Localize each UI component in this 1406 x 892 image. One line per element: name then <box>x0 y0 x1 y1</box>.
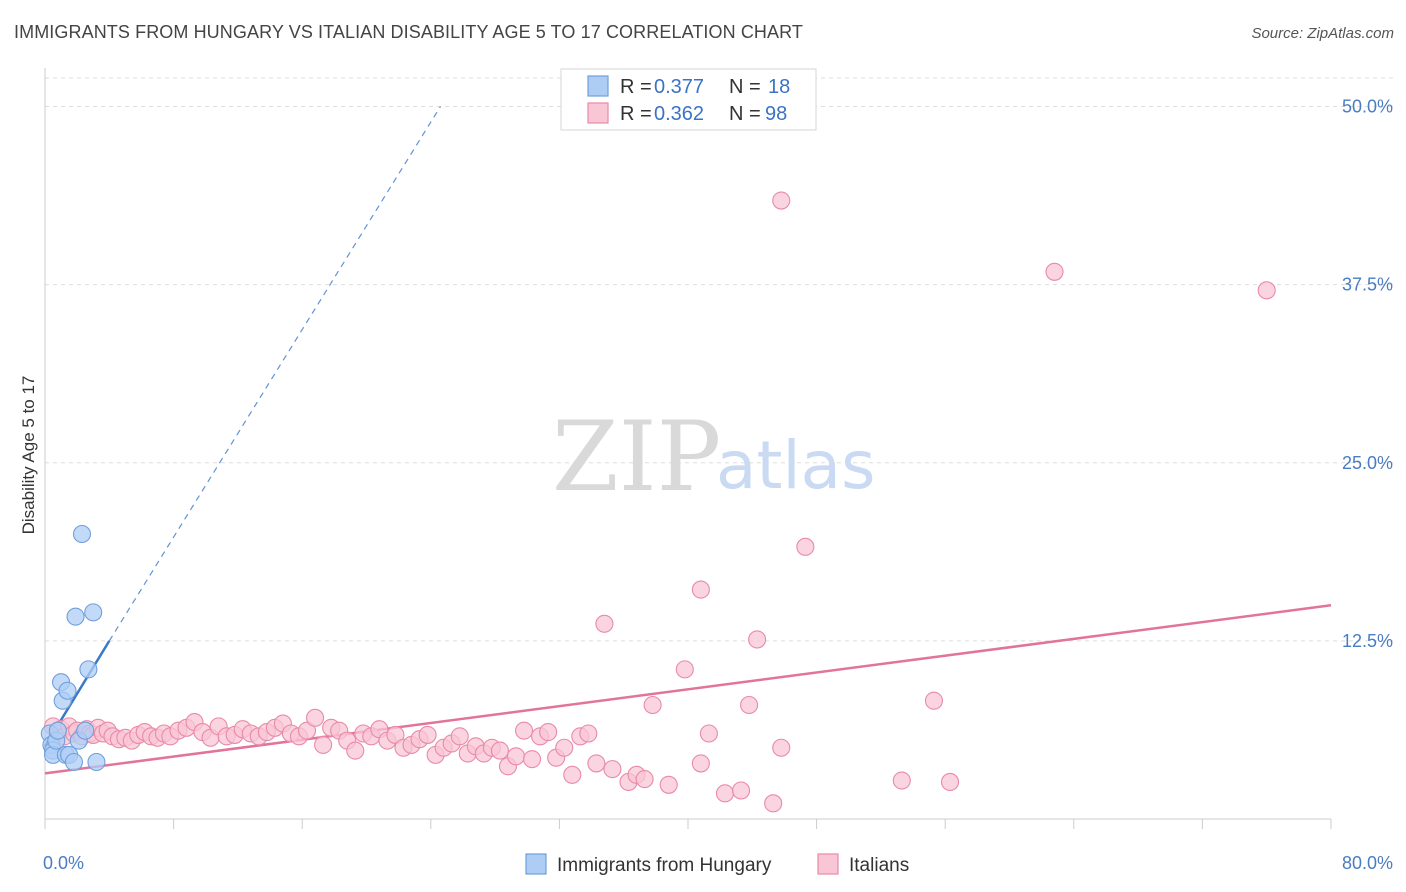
y-tick-label: 37.5% <box>1342 275 1393 295</box>
italians-point <box>659 775 678 794</box>
hungary-point <box>64 752 83 772</box>
points-layer <box>40 191 1276 813</box>
y-axis-label: Disability Age 5 to 17 <box>19 376 38 535</box>
y-tick-label: 25.0% <box>1342 453 1393 473</box>
bottom-legend-swatch-italians <box>817 853 839 875</box>
hungary-point <box>66 607 85 626</box>
legend-n-label-italians: N = <box>729 103 761 125</box>
chart-source: Source: ZipAtlas.com <box>1251 25 1394 42</box>
grid-layer <box>45 77 1395 642</box>
bottom-legend-label-hungary: Immigrants from Hungary <box>557 855 772 876</box>
legend-swatch-italians <box>587 102 609 124</box>
legend-r-value-italians: 0.362 <box>654 103 704 125</box>
italians-point <box>523 750 542 769</box>
italians-point <box>450 727 469 746</box>
italians-point <box>748 630 767 649</box>
italians-point <box>386 725 405 744</box>
legend-r-label-hungary: R = <box>620 76 652 98</box>
x-tick-label: 80.0% <box>1342 853 1393 873</box>
hungary-point <box>48 721 67 740</box>
hungary-point <box>58 681 77 700</box>
italians-point <box>764 794 783 813</box>
italians-point <box>796 537 815 556</box>
italians-point <box>555 738 574 757</box>
italians-point <box>675 660 694 679</box>
italians-point <box>297 721 317 740</box>
legend-n-value-italians: 98 <box>765 103 787 125</box>
hungary-point <box>84 603 103 622</box>
italians-point <box>579 724 598 743</box>
italians-trend-line <box>44 604 1332 775</box>
hungary-point <box>87 752 106 772</box>
italians-point <box>691 580 710 599</box>
italians-point <box>1257 281 1276 300</box>
italians-point <box>1045 262 1064 281</box>
italians-point <box>740 695 759 715</box>
italians-point <box>506 747 526 766</box>
hungary-point <box>76 721 95 740</box>
italians-point <box>587 754 606 773</box>
italians-point <box>772 191 791 210</box>
top-legend: R = 0.377 N = 18 R = 0.362 N = 98 <box>560 68 817 131</box>
italians-point <box>924 691 943 710</box>
italians-point <box>772 738 791 757</box>
hungary-point <box>79 660 98 679</box>
italians-point <box>314 735 333 754</box>
legend-n-value-hungary: 18 <box>768 76 790 98</box>
x-tick-label: 0.0% <box>43 853 84 873</box>
italians-point <box>643 695 662 715</box>
bottom-legend: Immigrants from Hungary Italians <box>525 853 909 876</box>
italians-point <box>699 724 718 743</box>
legend-n-label-hungary: N = <box>729 76 761 98</box>
legend-r-value-hungary: 0.377 <box>654 76 704 98</box>
italians-point <box>539 723 558 742</box>
italians-point <box>418 725 437 744</box>
italians-point <box>595 614 614 633</box>
italians-point <box>306 708 325 727</box>
italians-point <box>635 770 654 789</box>
y-tick-label: 50.0% <box>1342 97 1393 117</box>
italians-point <box>563 765 582 784</box>
watermark-atlas: atlas <box>716 427 876 504</box>
y-tick-label: 12.5% <box>1342 631 1393 651</box>
ticks-layer: 12.5% 25.0% 37.5% 50.0% 0.0% 80.0% <box>43 97 1393 874</box>
watermark-zip: ZIP <box>552 401 721 513</box>
italians-point <box>940 772 960 792</box>
watermark: ZIP atlas <box>552 401 876 513</box>
hungary-point <box>72 524 92 544</box>
chart-title: IMMIGRANTS FROM HUNGARY VS ITALIAN DISAB… <box>14 22 804 42</box>
italians-point <box>490 741 509 760</box>
bottom-legend-label-italians: Italians <box>849 855 909 876</box>
bottom-legend-swatch-hungary <box>525 853 547 875</box>
italians-point <box>892 771 911 790</box>
italians-point <box>514 721 534 740</box>
axes-layer <box>44 68 1332 829</box>
italians-point <box>731 781 751 800</box>
legend-swatch-hungary <box>587 75 609 97</box>
italians-point <box>346 741 365 760</box>
italians-point <box>603 760 622 779</box>
italians-point <box>715 784 735 803</box>
hungary-trend-extension <box>108 106 441 642</box>
italians-point <box>691 754 710 773</box>
legend-r-label-italians: R = <box>620 103 652 125</box>
